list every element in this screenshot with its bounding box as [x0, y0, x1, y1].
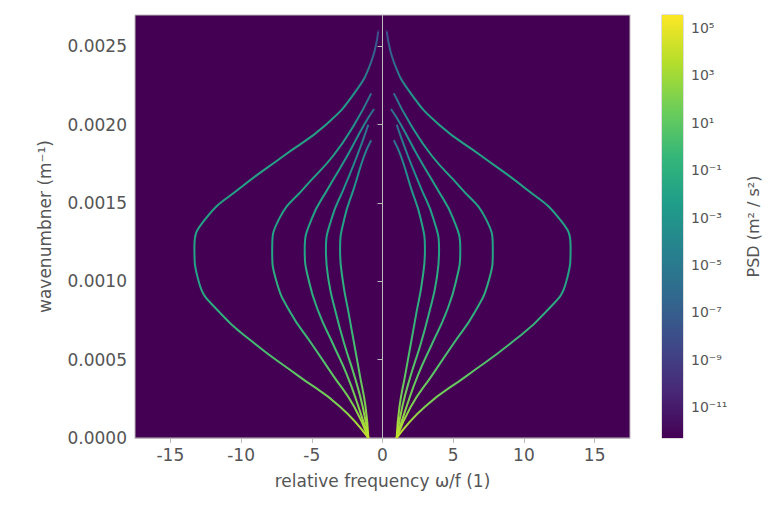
- svg-text:-5: -5: [303, 445, 320, 465]
- svg-text:10³: 10³: [691, 67, 714, 83]
- svg-text:0.0005: 0.0005: [68, 350, 127, 370]
- svg-text:10¹: 10¹: [691, 115, 714, 131]
- svg-text:relative frequency ω/f (1): relative frequency ω/f (1): [275, 471, 491, 491]
- svg-text:10⁻⁹: 10⁻⁹: [691, 352, 722, 368]
- svg-text:10⁵: 10⁵: [691, 20, 714, 36]
- svg-text:0.0025: 0.0025: [68, 36, 127, 56]
- svg-text:-15: -15: [156, 445, 184, 465]
- svg-text:0: 0: [377, 445, 388, 465]
- svg-text:10: 10: [513, 445, 535, 465]
- svg-text:10⁻¹¹: 10⁻¹¹: [691, 399, 727, 415]
- svg-text:10⁻¹: 10⁻¹: [691, 162, 722, 178]
- svg-text:15: 15: [584, 445, 606, 465]
- svg-text:0.0000: 0.0000: [68, 428, 127, 448]
- svg-text:10⁻³: 10⁻³: [691, 210, 722, 226]
- svg-text:0.0010: 0.0010: [68, 271, 127, 291]
- svg-text:0.0015: 0.0015: [68, 193, 127, 213]
- svg-text:10⁻⁷: 10⁻⁷: [691, 304, 722, 320]
- svg-text:5: 5: [448, 445, 459, 465]
- svg-text:wavenumbner (m⁻¹): wavenumbner (m⁻¹): [35, 140, 55, 313]
- svg-text:-10: -10: [227, 445, 255, 465]
- svg-text:PSD (m² / s²): PSD (m² / s²): [744, 175, 763, 277]
- svg-text:0.0020: 0.0020: [68, 115, 127, 135]
- svg-text:10⁻⁵: 10⁻⁵: [691, 257, 722, 273]
